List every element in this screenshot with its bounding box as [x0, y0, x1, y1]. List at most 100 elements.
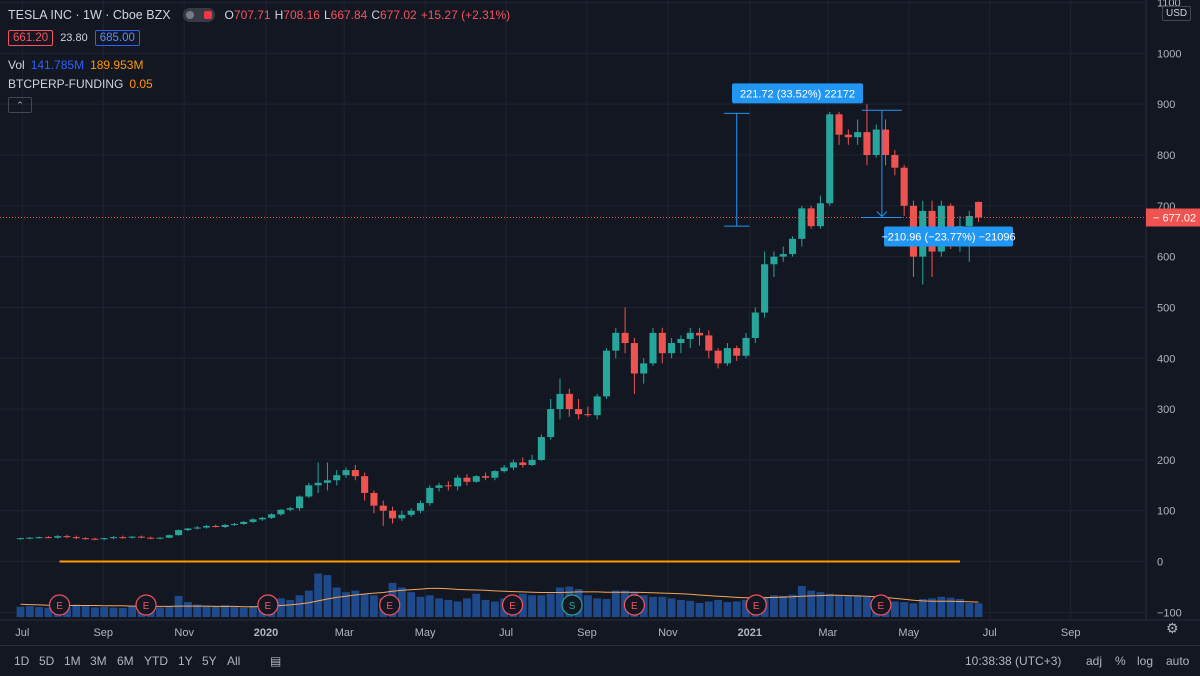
volume-legend[interactable]: Vol 141.785M 189.953M [8, 58, 143, 72]
candle [230, 522, 238, 526]
funding-legend[interactable]: BTCPERP-FUNDING 0.05 [8, 77, 153, 91]
earnings-marker[interactable]: E [135, 594, 157, 616]
candle-body [342, 470, 350, 476]
candle [593, 393, 601, 420]
candle-body [695, 332, 704, 336]
candle [537, 434, 545, 461]
candle [137, 535, 145, 539]
candle [314, 462, 322, 493]
volume-bar [807, 590, 816, 617]
candle [751, 307, 759, 344]
price-tick-label: 0 [1157, 557, 1163, 569]
sell-button[interactable]: 661.20 [8, 30, 54, 46]
candle-body [788, 238, 797, 255]
last-price-tag-label: − 677.02 [1153, 212, 1196, 224]
low-label: L [323, 8, 331, 22]
candle [547, 398, 555, 440]
volume-bar [360, 593, 369, 617]
percent-toggle[interactable]: % [1115, 654, 1126, 668]
candle [426, 485, 434, 506]
candle-body [844, 134, 852, 138]
marker-circle [623, 594, 645, 616]
marker-label: E [509, 601, 516, 612]
volume-bar [193, 604, 202, 617]
range-3m[interactable]: 3M [90, 654, 107, 668]
volume-bar [118, 608, 127, 617]
candle [556, 378, 564, 420]
candle [268, 513, 276, 519]
range-5d[interactable]: 5D [39, 654, 55, 668]
range-ytd[interactable]: YTD [144, 654, 168, 668]
earnings-marker[interactable]: E [48, 594, 71, 616]
candle [975, 201, 983, 223]
candle-body [975, 201, 983, 218]
volume-bar [44, 607, 53, 617]
candle-body [798, 208, 806, 239]
candle-body [454, 477, 462, 487]
adj-toggle[interactable]: adj [1086, 654, 1103, 668]
range-6m[interactable]: 6M [117, 654, 134, 668]
symbol-legend: TESLA INC · 1W · Cboe BZX O 707.71 H 708.1… [8, 8, 514, 22]
candle-body [100, 538, 108, 540]
date-range-icon[interactable]: ▤ [270, 654, 282, 668]
close-value: 677.02 [380, 8, 417, 22]
marker-circle [870, 594, 892, 616]
earnings-marker[interactable]: E [745, 594, 767, 616]
clock-time[interactable]: 10:38:38 (UTC+3) [965, 654, 1062, 668]
log-toggle[interactable]: log [1137, 654, 1154, 668]
range-1y[interactable]: 1Y [178, 654, 193, 668]
change-value: +15.27 (+2.31%) [420, 8, 511, 22]
low-value: 667.84 [330, 8, 368, 22]
earnings-marker[interactable]: E [257, 594, 279, 616]
currency-label[interactable]: USD [1162, 6, 1192, 21]
candle [621, 307, 629, 354]
candle-body [807, 208, 815, 227]
volume-bar [853, 595, 862, 617]
candle [398, 510, 406, 521]
earnings-marker[interactable]: E [501, 594, 524, 616]
price-tick-label: 800 [1157, 150, 1175, 162]
market-status-toggle-icon[interactable] [182, 8, 215, 22]
candle-body [361, 476, 369, 493]
earnings-marker[interactable]: E [623, 594, 645, 616]
candle [900, 165, 908, 216]
volume-bar [909, 603, 918, 617]
candle [482, 472, 490, 481]
range-1m[interactable]: 1M [64, 654, 81, 668]
candle [91, 537, 99, 541]
candle-body [379, 505, 387, 511]
candle-body [575, 409, 583, 415]
candle-body [54, 536, 62, 538]
candle-body [407, 510, 415, 515]
candle-body [816, 203, 824, 227]
time-tick-label: Sep [577, 627, 597, 639]
earnings-marker[interactable]: E [870, 594, 892, 616]
buy-button[interactable]: 685.00 [94, 30, 140, 46]
candle-body [221, 524, 229, 527]
range-1d[interactable]: 1D [14, 654, 30, 668]
auto-toggle[interactable]: auto [1166, 654, 1190, 668]
candle-body [714, 350, 722, 364]
volume-bar [286, 599, 295, 617]
split-marker[interactable]: S [561, 594, 583, 616]
marker-label: E [143, 601, 150, 612]
chevron-up-icon[interactable]: ⌃ [8, 97, 32, 113]
candle [826, 111, 834, 206]
time-tick-label: Nov [658, 627, 678, 639]
earnings-marker[interactable]: E [379, 594, 401, 616]
range-all[interactable]: All [227, 654, 241, 668]
candle [305, 482, 313, 499]
price-chart[interactable]: 221.72 (33.52%) 22172 −210.96 (−23.77%) −… [0, 0, 1200, 645]
settings-gear-icon[interactable]: ⚙ [1166, 620, 1179, 636]
candle [277, 509, 285, 516]
symbol-title[interactable]: TESLA INC · 1W · Cboe BZX [8, 8, 171, 22]
marker-circle [135, 594, 157, 616]
candle [389, 506, 397, 524]
volume-bar [109, 607, 118, 617]
volume-bar [714, 599, 723, 617]
range-5y[interactable]: 5Y [202, 654, 217, 668]
volume-bar [323, 575, 332, 617]
candle [147, 536, 155, 540]
time-tick-label: Jul [15, 627, 29, 639]
